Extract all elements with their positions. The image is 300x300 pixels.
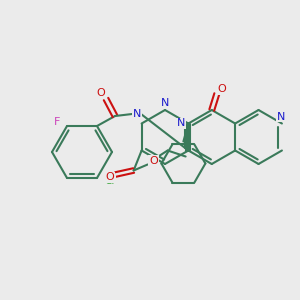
Text: N: N	[177, 118, 186, 128]
Text: Cl: Cl	[105, 176, 115, 186]
Text: N: N	[133, 109, 141, 119]
Text: O: O	[105, 172, 114, 182]
Text: O: O	[149, 155, 158, 166]
Text: O: O	[218, 84, 226, 94]
Text: F: F	[54, 117, 60, 127]
Text: N: N	[161, 98, 169, 108]
Text: N: N	[277, 112, 285, 122]
Text: O: O	[97, 88, 105, 98]
